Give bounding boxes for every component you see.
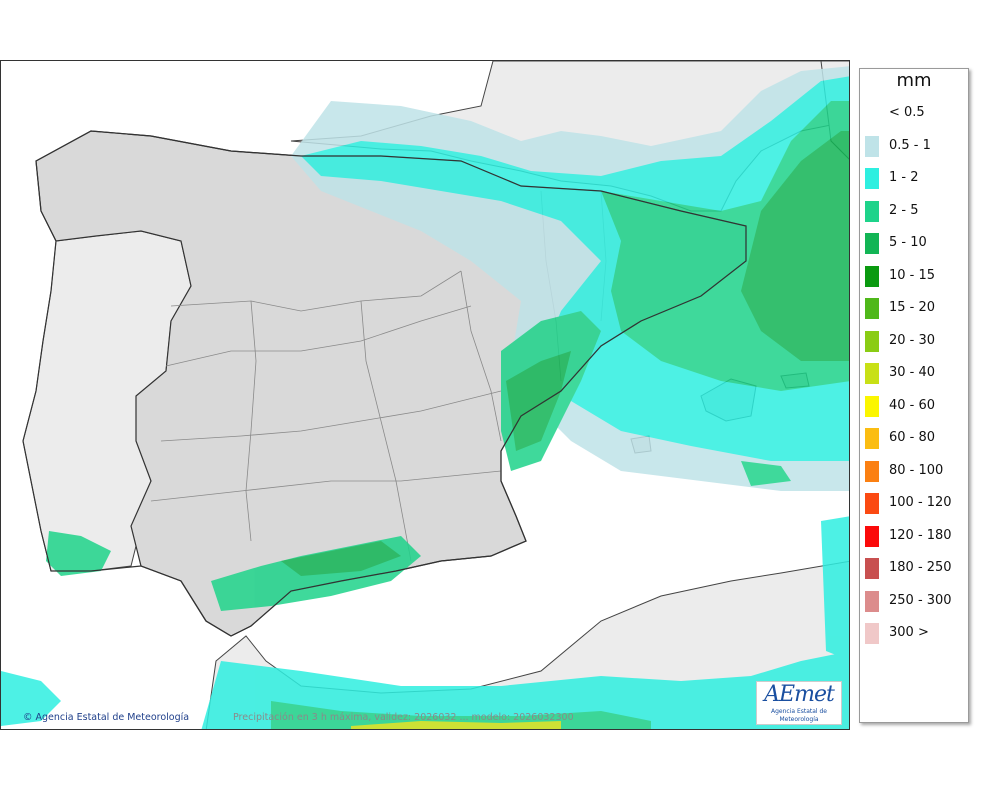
copyright-credit: © Agencia Estatal de Meteorología [23,712,189,723]
legend-label: 0.5 - 1 [889,137,931,153]
legend-label: 250 - 300 [889,592,952,608]
precipitation-legend: mm < 0.5 0.5 - 1 1 - 2 2 - 5 5 - 10 10 - 15 15… [859,68,969,723]
legend-item: < 0.5 [860,103,968,135]
legend-label: 15 - 20 [889,300,936,315]
aemet-logo-wordmark: AEmet [764,682,835,707]
map-footer-caption: Precipitación en 3 h máxima, validez: 20… [233,712,574,723]
aemet-logo-subtitle: Agencia Estatal de Meteorología [770,708,827,723]
legend-item: 120 - 180 [860,525,968,558]
precipitation-map: © Agencia Estatal de Meteorología Precip… [0,60,850,730]
legend-swatch [865,428,879,449]
legend-unit-label: mm [896,70,932,91]
legend-label: 10 - 15 [889,267,936,283]
legend-item: 15 - 20 [860,298,968,330]
legend-label: 300 > [889,625,929,640]
legend-item: 100 - 120 [860,493,968,525]
legend-swatch [865,135,879,157]
map-canvas [1,61,849,729]
legend-label: < 0.5 [889,105,925,120]
legend-swatch [865,200,879,222]
legend-label: 180 - 250 [889,560,952,575]
legend-item: 1 - 2 [860,168,968,200]
legend-item: 0.5 - 1 [860,135,968,168]
legend-item: 10 - 15 [860,265,968,298]
legend-label: 2 - 5 [889,202,919,218]
legend-swatch [865,395,879,417]
legend-item: 180 - 250 [860,558,968,590]
legend-item: 80 - 100 [860,460,968,493]
credit-text: Agencia Estatal de Meteorología [35,712,190,723]
legend-swatch [865,493,879,514]
legend-swatch [865,525,879,547]
legend-label: 100 - 120 [889,495,952,510]
legend-item: 250 - 300 [860,590,968,623]
aemet-logo: AEmet Agencia Estatal de Meteorología [756,681,842,725]
legend-swatch [865,558,879,579]
legend-swatch [865,363,879,384]
copyright-icon: © [23,712,33,723]
legend-item: 30 - 40 [860,363,968,395]
iberia-coastline [22,130,747,637]
legend-label: 80 - 100 [889,462,944,478]
legend-item: 5 - 10 [860,233,968,265]
legend-label: 30 - 40 [889,365,936,380]
legend-label: 40 - 60 [889,397,936,413]
legend-label: 120 - 180 [889,527,952,543]
legend-swatch [865,298,879,319]
legend-swatch [865,590,879,612]
legend-item: 20 - 30 [860,330,968,363]
precipitation-overlay [1,66,849,729]
legend-swatch [865,265,879,287]
legend-swatch [865,330,879,352]
legend-item: 60 - 80 [860,428,968,460]
legend-swatch [865,233,879,254]
legend-swatch [865,460,879,482]
legend-item: 2 - 5 [860,200,968,233]
legend-label: 1 - 2 [889,170,919,185]
legend-item: 40 - 60 [860,395,968,428]
legend-item: 300 > [860,623,968,655]
legend-label: 20 - 30 [889,332,936,348]
legend-label: 5 - 10 [889,235,927,250]
legend-swatch [865,623,879,644]
legend-label: 60 - 80 [889,430,936,445]
legend-swatch [865,168,879,189]
